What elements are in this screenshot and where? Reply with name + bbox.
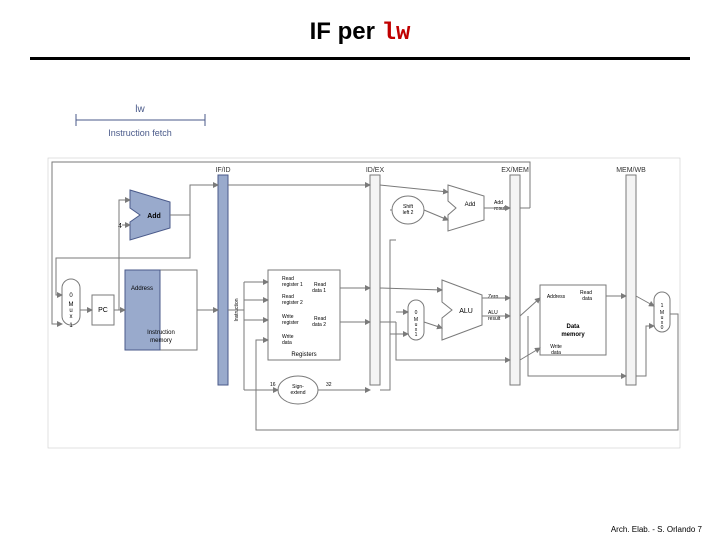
svg-text:0: 0 xyxy=(415,310,418,316)
mux-wb: 1 0 M u x xyxy=(654,292,670,332)
svg-text:ALU: ALU xyxy=(459,308,473,315)
svg-text:result: result xyxy=(494,206,507,212)
svg-text:data: data xyxy=(582,296,592,302)
instruction-memory: Address Instruction memory xyxy=(125,270,197,350)
svg-text:extend: extend xyxy=(290,390,305,396)
stage-label-lw: lw xyxy=(135,104,145,115)
svg-text:1: 1 xyxy=(661,303,664,309)
svg-text:Address: Address xyxy=(547,294,566,300)
title-prefix: IF per xyxy=(310,18,382,45)
mux-alu-b: 0 1 M u x xyxy=(408,300,424,340)
svg-text:data: data xyxy=(282,340,292,346)
svg-text:Zero: Zero xyxy=(488,294,499,300)
stage-bracket: lw Instruction fetch xyxy=(76,104,205,138)
svg-text:Registers: Registers xyxy=(291,352,316,358)
pipe-reg-if-id: IF/ID xyxy=(215,167,230,385)
svg-text:register 1: register 1 xyxy=(282,282,303,288)
svg-text:Add: Add xyxy=(147,213,161,220)
svg-text:32: 32 xyxy=(326,382,332,388)
register-file: Read register 1 Read register 2 Write re… xyxy=(268,270,340,360)
stage-label-if: Instruction fetch xyxy=(108,128,172,138)
svg-text:data: data xyxy=(551,350,561,356)
svg-text:x: x xyxy=(70,314,73,320)
svg-text:ID/EX: ID/EX xyxy=(366,167,385,174)
svg-text:Data: Data xyxy=(566,324,580,330)
svg-text:memory: memory xyxy=(150,338,172,344)
pipe-reg-mem-wb: MEM/WB xyxy=(616,167,646,385)
svg-text:memory: memory xyxy=(561,332,585,338)
shift-left-2: Shift left 2 xyxy=(392,196,424,224)
svg-text:result: result xyxy=(488,316,501,322)
svg-text:data 2: data 2 xyxy=(312,322,326,328)
imem-out-label: Instruction xyxy=(234,298,240,321)
adder-pc4: Add xyxy=(130,190,170,240)
svg-text:Add: Add xyxy=(465,202,476,208)
data-memory: Address Read data Data memory Write data xyxy=(540,285,606,356)
pc-register: PC xyxy=(92,295,114,325)
svg-text:IF/ID: IF/ID xyxy=(215,167,230,174)
svg-text:16: 16 xyxy=(270,382,276,388)
alu: ALU Zero ALU result xyxy=(442,280,501,340)
mux-pc: 0 1 M u x xyxy=(62,279,80,329)
svg-text:EX/MEM: EX/MEM xyxy=(501,167,529,174)
svg-text:register: register xyxy=(282,320,299,326)
page-footer: Arch. Elab. - S. Orlando 7 xyxy=(611,525,702,534)
title-rule xyxy=(30,57,690,60)
title-mono: lw xyxy=(382,20,411,47)
svg-text:Address: Address xyxy=(131,286,153,292)
svg-text:left 2: left 2 xyxy=(403,210,414,216)
pipe-reg-id-ex: ID/EX xyxy=(366,167,385,385)
svg-text:register 2: register 2 xyxy=(282,300,303,306)
pipeline-diagram: lw Instruction fetch IF/ID ID/EX EX/MEM … xyxy=(30,90,690,490)
svg-text:Instruction: Instruction xyxy=(147,330,175,336)
svg-text:MEM/WB: MEM/WB xyxy=(616,167,646,174)
svg-text:data 1: data 1 xyxy=(312,288,326,294)
pipe-reg-ex-mem: EX/MEM xyxy=(501,167,529,385)
svg-text:PC: PC xyxy=(98,307,108,314)
